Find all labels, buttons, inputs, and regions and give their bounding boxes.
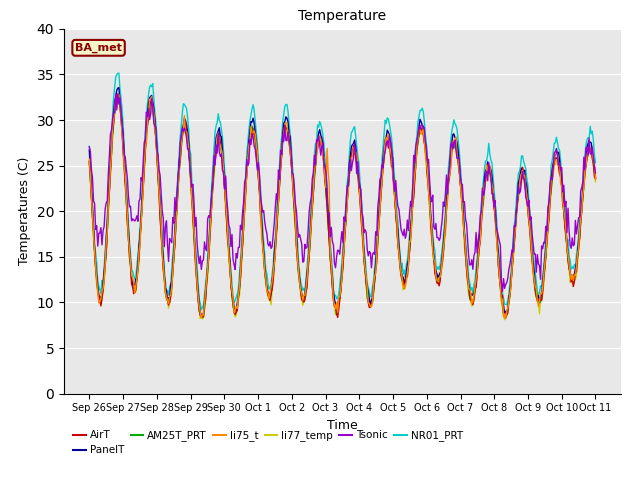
Title: Temperature: Temperature: [298, 10, 387, 24]
Y-axis label: Temperatures (C): Temperatures (C): [18, 157, 31, 265]
X-axis label: Time: Time: [327, 419, 358, 432]
Legend: AirT, PanelT, AM25T_PRT, li75_t, li77_temp, Tsonic, NR01_PRT: AirT, PanelT, AM25T_PRT, li75_t, li77_te…: [69, 426, 467, 459]
Text: BA_met: BA_met: [75, 43, 122, 53]
